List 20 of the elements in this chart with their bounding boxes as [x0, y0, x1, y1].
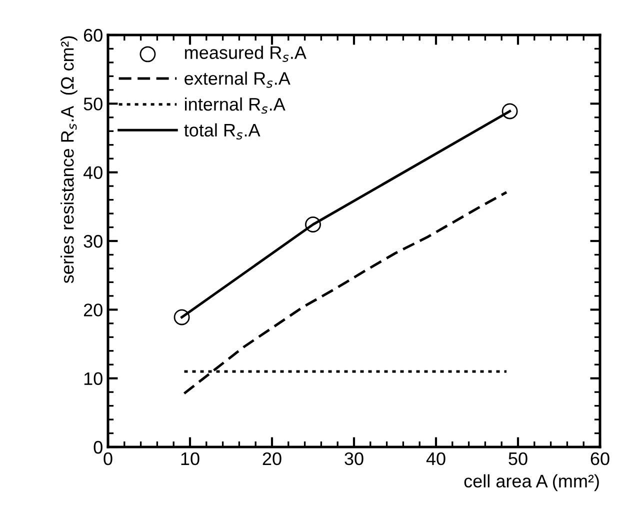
x-tick-label: 20 — [262, 452, 282, 466]
y-tick-label: 60 — [84, 28, 102, 42]
legend-label: internal R$_{s}$.A — [185, 97, 286, 114]
y-tick-label: 0 — [94, 440, 102, 454]
x-tick-label: 50 — [508, 452, 528, 466]
legend-label: measured R$_{s}$.A — [185, 46, 306, 62]
legend-label: external R$_{s}$.A — [184, 72, 290, 88]
y-axis-title: series resistance R$_{s}$.A (Ω cm²) — [60, 36, 78, 284]
x-axis-title: cell area A (mm²) — [464, 474, 599, 492]
x-tick-label: 40 — [426, 452, 446, 466]
x-tick-label: 60 — [590, 452, 610, 466]
legend-label: total R$_{s}$.A — [184, 123, 260, 140]
x-tick-label: 0 — [104, 452, 112, 466]
x-tick-label: 10 — [181, 452, 200, 466]
y-tick-label: 30 — [84, 234, 102, 248]
x-tick-label: 30 — [344, 452, 364, 466]
y-tick-label: 50 — [84, 98, 102, 110]
y-tick-label: 10 — [84, 372, 102, 386]
y-tick-label: 20 — [84, 304, 102, 316]
y-tick-label: 40 — [83, 166, 102, 180]
